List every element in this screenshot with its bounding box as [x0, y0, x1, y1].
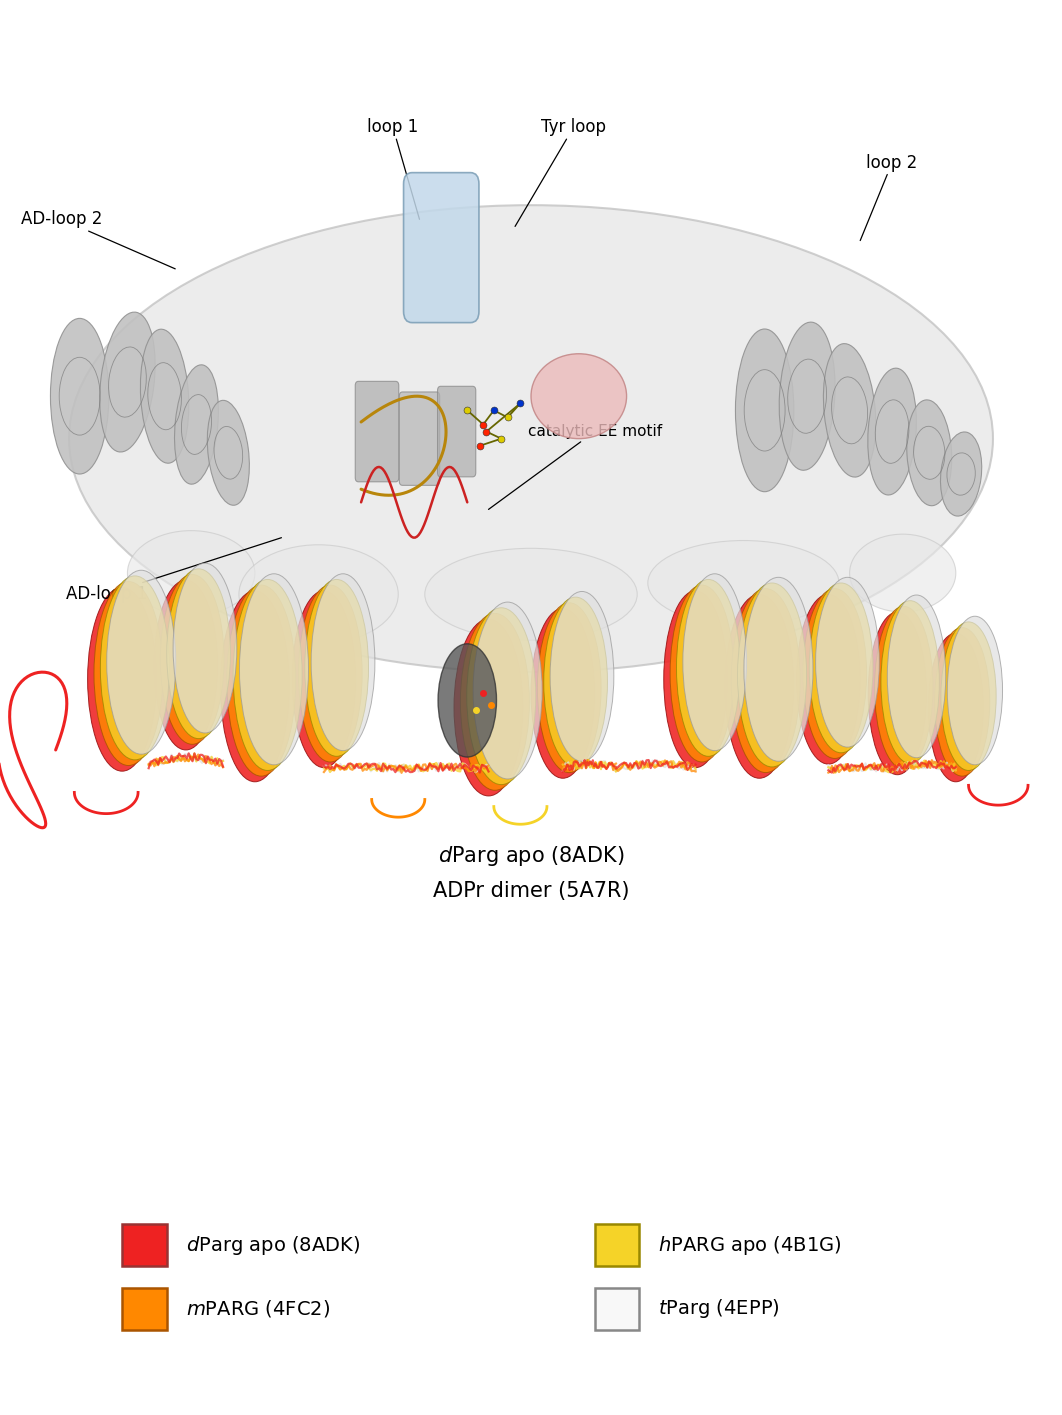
- Ellipse shape: [167, 569, 230, 739]
- FancyBboxPatch shape: [595, 1288, 639, 1330]
- Text: $\it{d}$Parg apo (8ADK): $\it{d}$Parg apo (8ADK): [438, 845, 624, 867]
- Text: ADPr dimer (5A7R): ADPr dimer (5A7R): [432, 882, 630, 901]
- Ellipse shape: [106, 570, 176, 754]
- Ellipse shape: [676, 580, 740, 756]
- FancyBboxPatch shape: [399, 392, 440, 485]
- Ellipse shape: [737, 583, 807, 767]
- Ellipse shape: [816, 577, 879, 747]
- Ellipse shape: [670, 586, 734, 761]
- Ellipse shape: [425, 549, 637, 640]
- Ellipse shape: [780, 323, 835, 470]
- Ellipse shape: [87, 587, 157, 771]
- Ellipse shape: [127, 531, 255, 616]
- Ellipse shape: [550, 591, 614, 761]
- Ellipse shape: [140, 330, 189, 463]
- Ellipse shape: [531, 354, 627, 439]
- Ellipse shape: [474, 603, 543, 778]
- Text: loop 1: loop 1: [367, 119, 419, 219]
- Text: loop 2: loop 2: [860, 154, 918, 241]
- Ellipse shape: [292, 590, 356, 767]
- Ellipse shape: [439, 644, 497, 757]
- Ellipse shape: [743, 577, 813, 761]
- Ellipse shape: [100, 576, 170, 760]
- Ellipse shape: [683, 573, 747, 750]
- Ellipse shape: [809, 583, 873, 753]
- Ellipse shape: [724, 594, 793, 778]
- Ellipse shape: [298, 586, 362, 761]
- Ellipse shape: [907, 400, 952, 505]
- Ellipse shape: [100, 313, 155, 451]
- FancyBboxPatch shape: [404, 173, 479, 323]
- Ellipse shape: [935, 628, 990, 775]
- Ellipse shape: [941, 623, 996, 770]
- Ellipse shape: [887, 596, 945, 758]
- Ellipse shape: [928, 634, 983, 781]
- FancyBboxPatch shape: [438, 386, 476, 477]
- Ellipse shape: [239, 574, 308, 764]
- Ellipse shape: [735, 330, 793, 492]
- Ellipse shape: [207, 400, 250, 505]
- Ellipse shape: [868, 368, 917, 495]
- Ellipse shape: [648, 541, 839, 625]
- Text: AD-loop 1: AD-loop 1: [66, 538, 281, 603]
- Ellipse shape: [874, 606, 933, 768]
- Ellipse shape: [467, 608, 535, 784]
- Text: AD-loop 2: AD-loop 2: [21, 211, 175, 269]
- Text: catalytic EE motif: catalytic EE motif: [489, 424, 662, 509]
- Ellipse shape: [796, 594, 860, 764]
- Ellipse shape: [544, 597, 607, 767]
- Ellipse shape: [234, 580, 302, 770]
- Ellipse shape: [50, 318, 108, 474]
- Ellipse shape: [664, 590, 727, 767]
- FancyBboxPatch shape: [595, 1224, 639, 1266]
- Ellipse shape: [95, 582, 164, 766]
- Ellipse shape: [154, 580, 218, 750]
- Ellipse shape: [69, 205, 993, 672]
- Ellipse shape: [941, 432, 981, 516]
- Ellipse shape: [455, 620, 524, 795]
- FancyBboxPatch shape: [122, 1224, 167, 1266]
- Ellipse shape: [880, 600, 940, 764]
- Ellipse shape: [868, 613, 926, 775]
- Ellipse shape: [850, 535, 956, 613]
- Text: $\it{h}$PARG apo (4B1G): $\it{h}$PARG apo (4B1G): [658, 1234, 842, 1257]
- FancyBboxPatch shape: [355, 382, 398, 481]
- Ellipse shape: [947, 617, 1003, 764]
- Ellipse shape: [221, 591, 289, 781]
- Text: $\it{d}$Parg apo (8ADK): $\it{d}$Parg apo (8ADK): [186, 1234, 360, 1257]
- Ellipse shape: [461, 614, 529, 790]
- Text: Tyr loop: Tyr loop: [515, 119, 606, 226]
- Ellipse shape: [239, 545, 398, 644]
- Ellipse shape: [311, 573, 375, 750]
- Ellipse shape: [531, 608, 595, 778]
- Ellipse shape: [174, 365, 219, 484]
- Ellipse shape: [823, 344, 876, 477]
- Text: $\it{m}$PARG (4FC2): $\it{m}$PARG (4FC2): [186, 1299, 330, 1319]
- Ellipse shape: [731, 589, 801, 773]
- Ellipse shape: [537, 603, 601, 773]
- FancyBboxPatch shape: [122, 1288, 167, 1330]
- Ellipse shape: [160, 574, 224, 744]
- Text: $\it{t}$Parg (4EPP): $\it{t}$Parg (4EPP): [658, 1298, 781, 1320]
- Ellipse shape: [803, 589, 867, 758]
- Ellipse shape: [227, 586, 295, 775]
- Ellipse shape: [173, 563, 237, 733]
- Ellipse shape: [305, 580, 369, 756]
